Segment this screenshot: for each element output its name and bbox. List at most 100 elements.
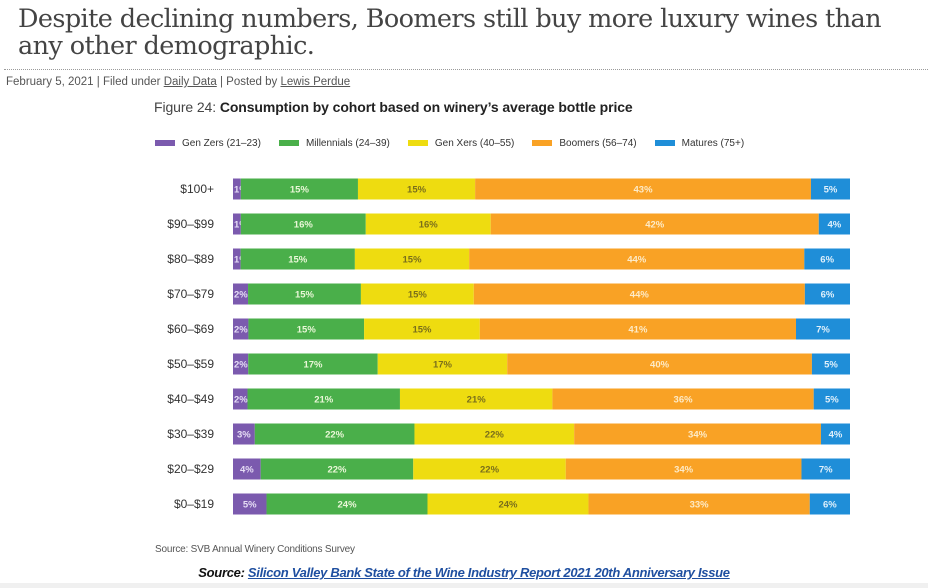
bar-segment [801, 458, 850, 480]
category-label: $40–$49 [167, 392, 214, 406]
bar-segment [413, 458, 566, 480]
bar-segment [248, 353, 378, 375]
bar-segment [233, 388, 248, 410]
bar-segment [804, 248, 850, 270]
legend-swatch [654, 140, 675, 146]
legend-swatch [407, 140, 428, 146]
bar-row: $20–$29 4% 22% 22% 34% 7% [167, 458, 850, 480]
data-label: 17% [433, 360, 453, 371]
legend-label: Gen Xers (40–55) [434, 137, 515, 149]
bar-segment [820, 423, 850, 445]
byline: February 5, 2021 | Filed under Daily Dat… [6, 76, 350, 88]
bar-segment [354, 248, 470, 270]
bar-segment [475, 178, 811, 200]
category-link[interactable]: Daily Data [163, 76, 217, 88]
legend-swatch [278, 140, 299, 146]
figure-title: Figure 24: Consumption by cohort based o… [154, 99, 633, 115]
legend-label: Millennials (24–39) [305, 137, 390, 149]
data-label: 15% [412, 325, 432, 336]
footer-source: Source: Silicon Valley Bank State of the… [0, 565, 928, 580]
data-label: 4% [240, 465, 254, 476]
page-bottom-band [0, 583, 928, 588]
data-label: 21% [467, 395, 487, 406]
data-label: 24% [498, 500, 518, 511]
bar-segment [490, 213, 819, 235]
data-label: 41% [628, 325, 648, 336]
data-label: 5% [824, 360, 838, 371]
category-label: $80–$89 [167, 252, 214, 266]
legend-label: Boomers (56–74) [559, 137, 637, 149]
bar-segment [469, 248, 805, 270]
category-label: $30–$39 [167, 427, 214, 441]
data-label: 21% [314, 395, 334, 406]
chart-source-note: Source: SVB Annual Winery Conditions Sur… [155, 544, 355, 555]
bar-segment [473, 283, 805, 305]
bar-segment [233, 493, 267, 515]
bar-segment [248, 283, 361, 305]
bar-segment [266, 493, 428, 515]
data-label: 6% [821, 290, 835, 301]
bar-row: $80–$891%15%15%44%6% [167, 248, 850, 270]
data-label: 17% [303, 360, 323, 371]
legend-item: Gen Zers (21–23) [155, 138, 261, 149]
data-label: 33% [690, 500, 710, 511]
bar-segment [233, 178, 241, 200]
bar-segment [588, 493, 810, 515]
author-link[interactable]: Lewis Perdue [280, 76, 351, 88]
bar-segment [240, 178, 358, 200]
bar-row: $90–$991%16%16%42%4% [167, 213, 850, 235]
data-label: 24% [338, 500, 358, 511]
data-label: 2% [234, 325, 248, 336]
data-label: 2% [234, 395, 248, 406]
category-label: $60–$69 [167, 322, 214, 336]
posted-by-label: | Posted by [216, 76, 281, 88]
data-label: 42% [645, 220, 665, 231]
bar-segment [247, 388, 400, 410]
bar-segment [233, 423, 255, 445]
report-link[interactable]: Silicon Valley Bank State of the Wine In… [247, 565, 730, 580]
category-label: $90–$99 [167, 217, 214, 231]
bar-row: $40–$49 2% 21% 21% 36% 5% [167, 388, 850, 410]
bar-segment [809, 493, 850, 515]
data-label: 15% [297, 325, 317, 336]
data-label: 16% [419, 220, 439, 231]
category-label: $100+ [180, 182, 214, 196]
footer-source-label: Source: [198, 565, 248, 580]
data-label: 22% [480, 465, 500, 476]
headline-divider [4, 69, 928, 70]
data-label: 15% [407, 185, 427, 196]
data-label: 4% [828, 220, 842, 231]
bar-segment [233, 283, 249, 305]
bar-segment [233, 458, 261, 480]
data-label: 36% [674, 395, 694, 406]
data-label: 22% [327, 465, 347, 476]
data-label: 5% [825, 395, 839, 406]
figure-number: Figure 24: [154, 99, 220, 115]
data-label: 34% [688, 430, 708, 441]
filed-under-label: | Filed under [93, 76, 164, 88]
post-date: February 5, 2021 [6, 76, 94, 88]
category-label: $0–$19 [174, 497, 214, 511]
data-label: 15% [288, 255, 308, 266]
chart-legend: Gen Zers (21–23) Millennials (24–39) Gen X… [155, 137, 762, 149]
figure-description: Consumption by cohort based on winery’s … [219, 99, 633, 115]
bar-segment [811, 353, 850, 375]
bar-row: $50–$59 2% 17% 17% 40% 5% [167, 353, 850, 375]
data-label: 34% [674, 465, 694, 476]
legend-swatch [532, 140, 553, 146]
bar-row: $70–$79 2% 15% 15% 44% 6% [167, 283, 850, 305]
bar-segment [248, 318, 365, 340]
data-label: 40% [650, 360, 670, 371]
data-label: 5% [243, 500, 257, 511]
bar-segment [414, 423, 575, 445]
legend-label: Gen Zers (21–23) [182, 137, 261, 149]
bar-row: $100+1%15%15%43%5% [180, 178, 850, 200]
bar-segment [565, 458, 802, 480]
bar-segment [377, 353, 508, 375]
data-label: 22% [485, 430, 505, 441]
data-label: 3% [237, 430, 251, 441]
bar-segment [813, 388, 850, 410]
category-label: $20–$29 [167, 462, 214, 476]
bar-segment [233, 248, 241, 270]
